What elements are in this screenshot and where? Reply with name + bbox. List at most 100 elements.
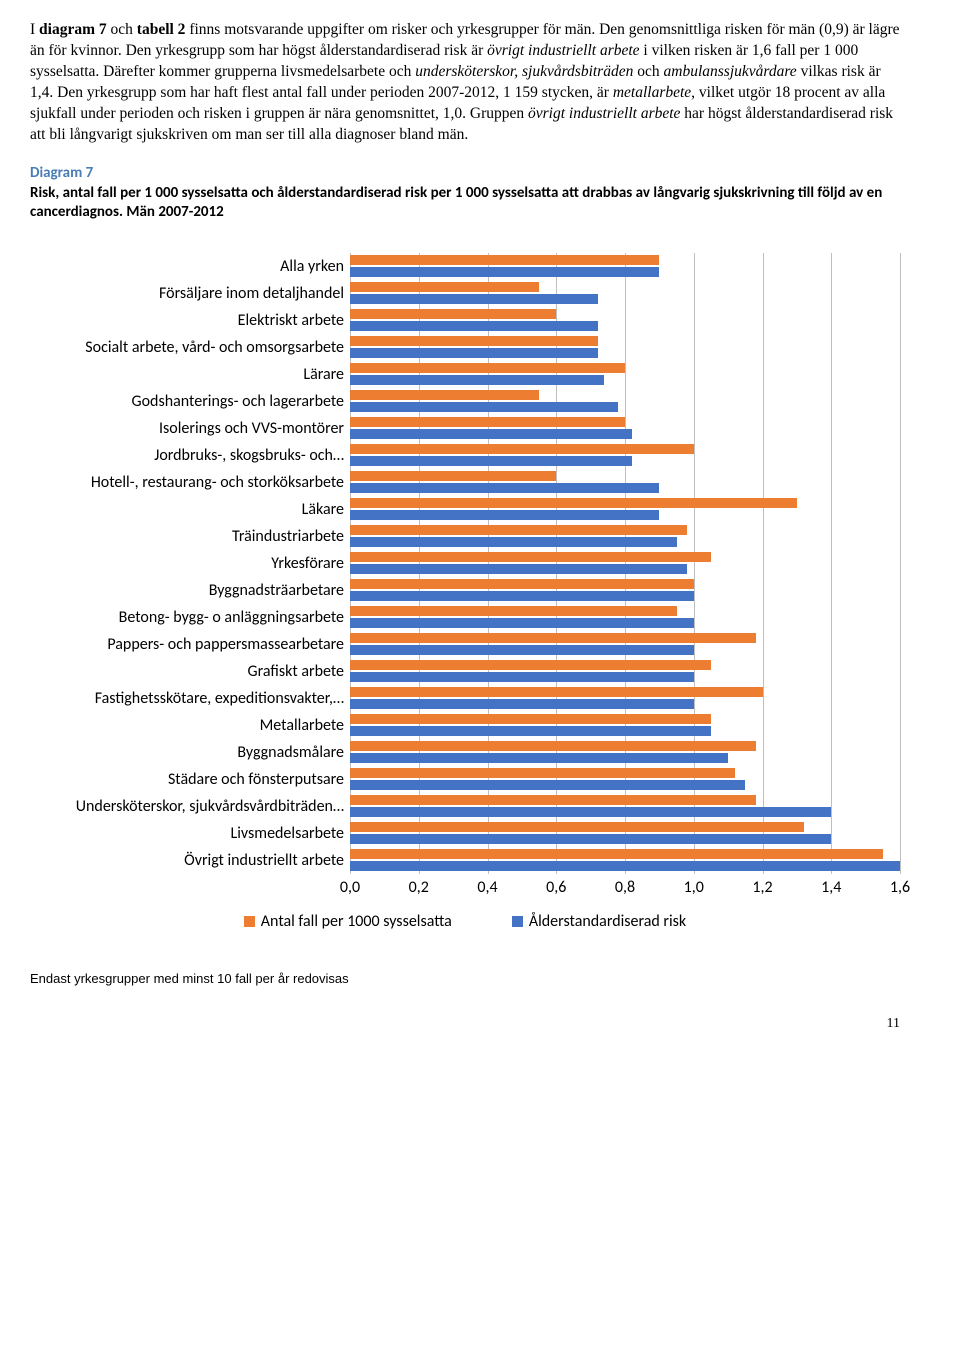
category-label: Lärare — [30, 361, 350, 388]
chart-row: Byggnadsträarbetare — [30, 577, 900, 604]
bar-orange — [350, 849, 883, 859]
category-label: Byggnadsmålare — [30, 739, 350, 766]
chart-row: Fastighetsskötare, expeditionsvakter,… — [30, 685, 900, 712]
x-tick-label: 0,0 — [340, 878, 360, 897]
category-label: Pappers- och pappersmassearbetare — [30, 631, 350, 658]
body-paragraph: I diagram 7 och tabell 2 finns motsvaran… — [30, 20, 900, 146]
legend-swatch-icon — [512, 916, 523, 927]
chart-row: Träindustriarbete — [30, 523, 900, 550]
bar-orange — [350, 363, 625, 373]
bar-group — [350, 604, 900, 631]
bar-group — [350, 658, 900, 685]
bar-group — [350, 442, 900, 469]
bar-orange — [350, 390, 539, 400]
legend-item: Ålderstandardiserad risk — [512, 912, 686, 931]
bar-orange — [350, 444, 694, 454]
legend-swatch-icon — [244, 916, 255, 927]
chart-row: Elektriskt arbete — [30, 307, 900, 334]
bar-orange — [350, 525, 687, 535]
diagram-title: Diagram 7 — [30, 164, 900, 182]
bar-group — [350, 712, 900, 739]
bar-group — [350, 388, 900, 415]
bar-orange — [350, 768, 735, 778]
chart-legend: Antal fall per 1000 sysselsatta Åldersta… — [30, 912, 900, 931]
category-label: Elektriskt arbete — [30, 307, 350, 334]
chart-row: Livsmedelsarbete — [30, 820, 900, 847]
x-tick-label: 1,0 — [684, 878, 704, 897]
bar-orange — [350, 660, 711, 670]
x-tick-label: 0,6 — [546, 878, 566, 897]
x-tick-label: 0,2 — [409, 878, 429, 897]
chart-row: Yrkesförare — [30, 550, 900, 577]
diagram-caption: Risk, antal fall per 1 000 sysselsatta o… — [30, 184, 900, 223]
bar-group — [350, 523, 900, 550]
bar-group — [350, 577, 900, 604]
category-label: Undersköterskor, sjukvårdsvårdbiträden… — [30, 793, 350, 820]
bar-blue — [350, 564, 687, 574]
bar-group — [350, 550, 900, 577]
chart-row: Hotell-, restaurang- och storköksarbete — [30, 469, 900, 496]
category-label: Grafiskt arbete — [30, 658, 350, 685]
category-label: Läkare — [30, 496, 350, 523]
category-label: Fastighetsskötare, expeditionsvakter,… — [30, 685, 350, 712]
bar-orange — [350, 552, 711, 562]
x-tick-label: 1,2 — [752, 878, 772, 897]
x-tick-label: 1,6 — [890, 878, 910, 897]
bar-blue — [350, 780, 745, 790]
bar-group — [350, 280, 900, 307]
bar-blue — [350, 429, 632, 439]
bar-orange — [350, 633, 756, 643]
bar-group — [350, 496, 900, 523]
chart-row: Läkare — [30, 496, 900, 523]
chart-row: Städare och fönsterputsare — [30, 766, 900, 793]
category-label: Övrigt industriellt arbete — [30, 847, 350, 874]
bar-orange — [350, 471, 556, 481]
bar-chart: Alla yrkenFörsäljare inom detaljhandelEl… — [30, 253, 900, 931]
bar-group — [350, 415, 900, 442]
bar-orange — [350, 282, 539, 292]
bar-group — [350, 253, 900, 280]
category-label: Hotell-, restaurang- och storköksarbete — [30, 469, 350, 496]
bar-blue — [350, 672, 694, 682]
legend-label: Ålderstandardiserad risk — [529, 912, 686, 931]
bar-blue — [350, 267, 659, 277]
bar-orange — [350, 714, 711, 724]
category-label: Godshanterings- och lagerarbete — [30, 388, 350, 415]
chart-row: Metallarbete — [30, 712, 900, 739]
chart-row: Övrigt industriellt arbete — [30, 847, 900, 874]
bar-group — [350, 793, 900, 820]
chart-footnote: Endast yrkesgrupper med minst 10 fall pe… — [30, 971, 900, 986]
x-axis: 0,00,20,40,60,81,01,21,41,6 — [30, 876, 900, 898]
chart-row: Byggnadsmålare — [30, 739, 900, 766]
bar-group — [350, 847, 900, 874]
category-label: Socialt arbete, vård- och omsorgsarbete — [30, 334, 350, 361]
category-label: Metallarbete — [30, 712, 350, 739]
bar-blue — [350, 321, 598, 331]
bar-blue — [350, 618, 694, 628]
bar-group — [350, 820, 900, 847]
bar-orange — [350, 498, 797, 508]
category-label: Isolerings och VVS-montörer — [30, 415, 350, 442]
x-tick-label: 0,4 — [477, 878, 497, 897]
bar-blue — [350, 726, 711, 736]
bar-blue — [350, 510, 659, 520]
chart-row: Jordbruks-, skogsbruks- och… — [30, 442, 900, 469]
bar-group — [350, 739, 900, 766]
bar-group — [350, 334, 900, 361]
bar-orange — [350, 795, 756, 805]
legend-item: Antal fall per 1000 sysselsatta — [244, 912, 452, 931]
category-label: Alla yrken — [30, 253, 350, 280]
chart-row: Alla yrken — [30, 253, 900, 280]
category-label: Försäljare inom detaljhandel — [30, 280, 350, 307]
bar-group — [350, 469, 900, 496]
chart-row: Försäljare inom detaljhandel — [30, 280, 900, 307]
category-label: Betong- bygg- o anläggningsarbete — [30, 604, 350, 631]
chart-row: Betong- bygg- o anläggningsarbete — [30, 604, 900, 631]
chart-row: Grafiskt arbete — [30, 658, 900, 685]
category-label: Träindustriarbete — [30, 523, 350, 550]
bar-blue — [350, 834, 831, 844]
category-label: Städare och fönsterputsare — [30, 766, 350, 793]
bar-blue — [350, 294, 598, 304]
x-tick-label: 0,8 — [615, 878, 635, 897]
bar-blue — [350, 375, 604, 385]
